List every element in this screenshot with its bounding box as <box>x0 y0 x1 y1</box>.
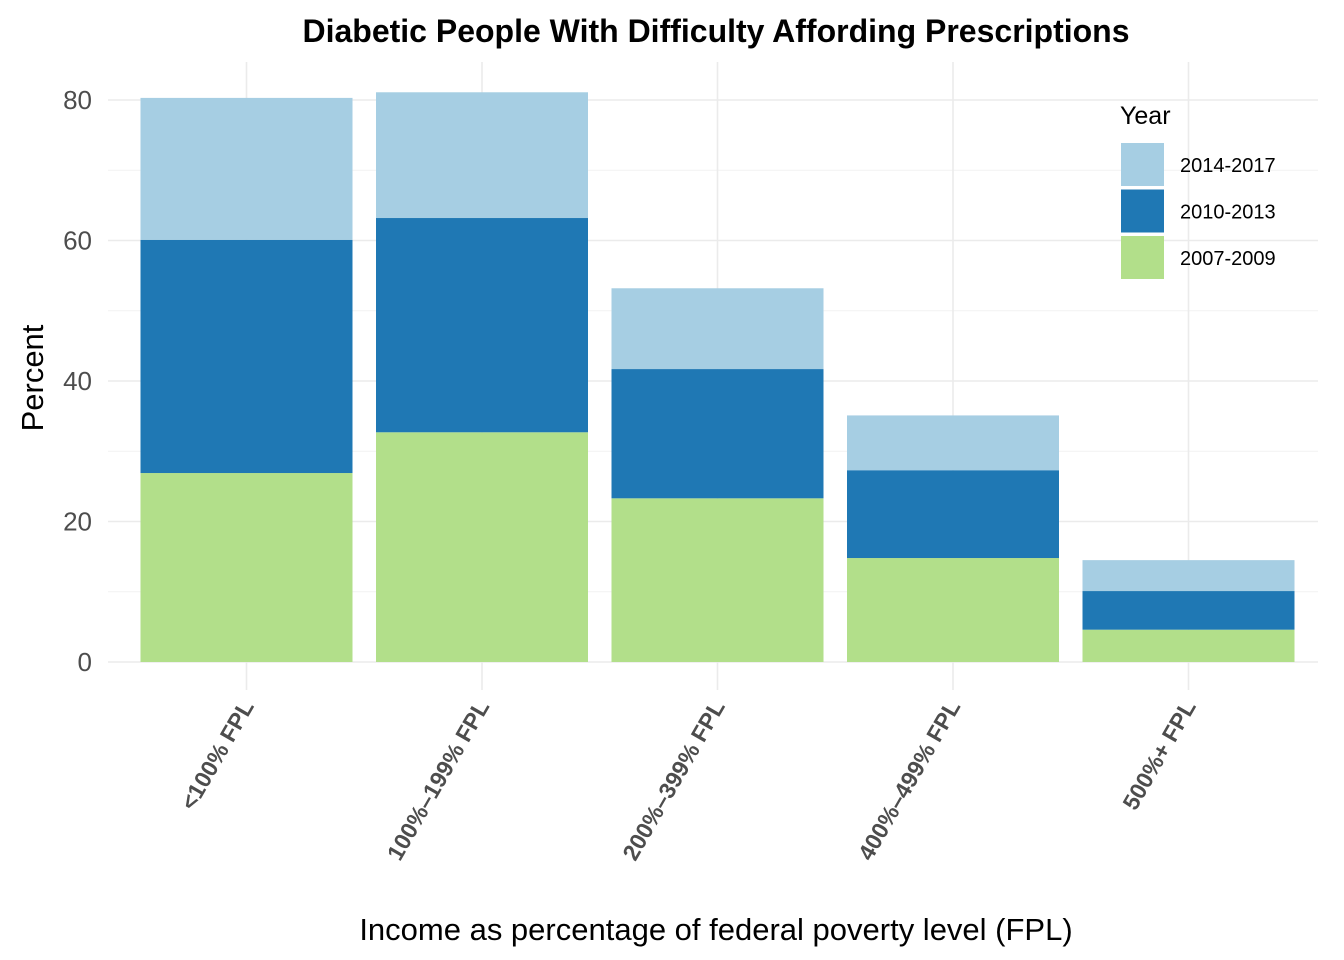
legend-label: 2014-2017 <box>1180 155 1276 177</box>
x-tick-label: <100% FPL <box>175 696 259 815</box>
legend-label: 2007-2009 <box>1180 248 1276 270</box>
bar-segment <box>140 473 353 662</box>
y-axis-ticks: 0 20 40 60 80 <box>63 85 92 677</box>
bar-segment <box>1082 560 1295 592</box>
x-axis-title: Income as percentage of federal poverty … <box>359 912 1072 947</box>
bar-segment <box>140 239 353 474</box>
y-tick-label: 80 <box>63 85 92 115</box>
y-tick-label: 20 <box>63 507 92 537</box>
bar-segment <box>1082 591 1295 630</box>
y-tick-label: 0 <box>78 647 92 677</box>
chart-title: Diabetic People With Difficulty Affordin… <box>302 13 1129 49</box>
x-axis-ticks: <100% FPL 100%–199% FPL 200%–399% FPL 400%–… <box>175 696 1201 865</box>
x-tick-label: 200%–399% FPL <box>617 696 730 865</box>
legend: Year 2014-2017 2010-2013 2007-2009 <box>1120 102 1276 279</box>
x-tick-label: 500%+ FPL <box>1117 696 1201 815</box>
legend-swatch <box>1121 236 1164 279</box>
bar-segment <box>611 369 824 499</box>
legend-title: Year <box>1120 102 1171 130</box>
bars <box>140 92 1295 662</box>
bar-segment <box>847 415 1059 471</box>
bar-segment <box>140 97 353 240</box>
bar-segment <box>1082 629 1295 662</box>
x-tick-label: 100%–199% FPL <box>382 696 495 865</box>
bar-segment <box>376 218 588 433</box>
bar-segment <box>376 432 588 662</box>
y-tick-label: 40 <box>63 366 92 396</box>
bar-segment <box>611 498 824 662</box>
legend-swatch <box>1121 143 1164 186</box>
legend-label: 2010-2013 <box>1180 202 1276 224</box>
bar-segment <box>376 92 588 219</box>
y-tick-label: 60 <box>63 226 92 256</box>
bar-segment <box>847 470 1059 559</box>
legend-swatch <box>1121 189 1164 233</box>
y-axis-title: Percent <box>15 324 50 431</box>
bar-segment <box>847 558 1059 662</box>
bar-segment <box>611 288 824 370</box>
x-tick-label: 400%–499% FPL <box>853 696 966 865</box>
